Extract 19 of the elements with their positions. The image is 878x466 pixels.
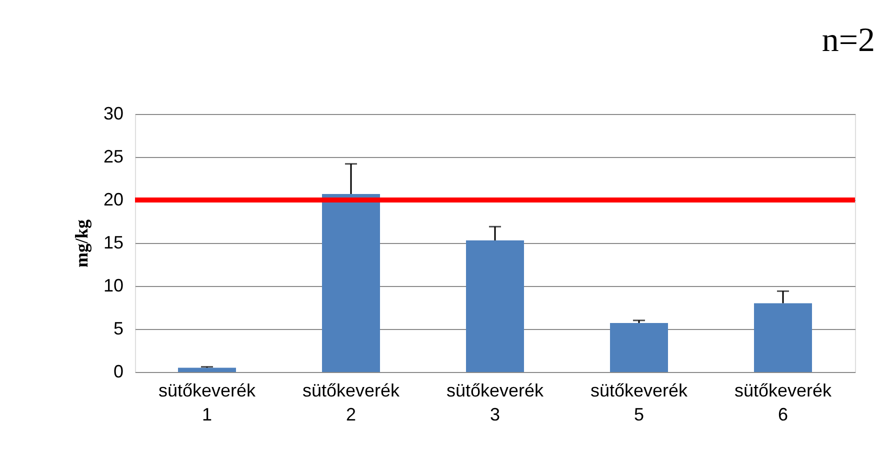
y-tick-label: 0 bbox=[113, 362, 124, 382]
x-tick-label: sütőkeverék 1 bbox=[158, 380, 257, 424]
text: n=2 bbox=[822, 22, 875, 59]
y-tick-label: 5 bbox=[113, 318, 124, 338]
x-tick-label: sütőkeverék 3 bbox=[446, 380, 545, 424]
x-tick-label: sütőkeverék 2 bbox=[302, 380, 401, 424]
bar bbox=[754, 303, 812, 372]
bar bbox=[322, 194, 380, 372]
y-tick-label: 30 bbox=[103, 104, 124, 124]
y-tick-label: 25 bbox=[103, 146, 124, 166]
y-tick-label: 20 bbox=[103, 190, 124, 210]
bar bbox=[610, 322, 668, 372]
y-axis-title: mg/kg bbox=[71, 219, 92, 268]
bar bbox=[466, 240, 524, 372]
y-tick-label: 15 bbox=[103, 232, 124, 252]
x-tick-label: sütőkeverék 6 bbox=[734, 380, 833, 424]
y-tick-label: 10 bbox=[103, 276, 124, 296]
x-tick-label: sütőkeverék 5 bbox=[590, 380, 689, 424]
bar bbox=[178, 368, 236, 372]
